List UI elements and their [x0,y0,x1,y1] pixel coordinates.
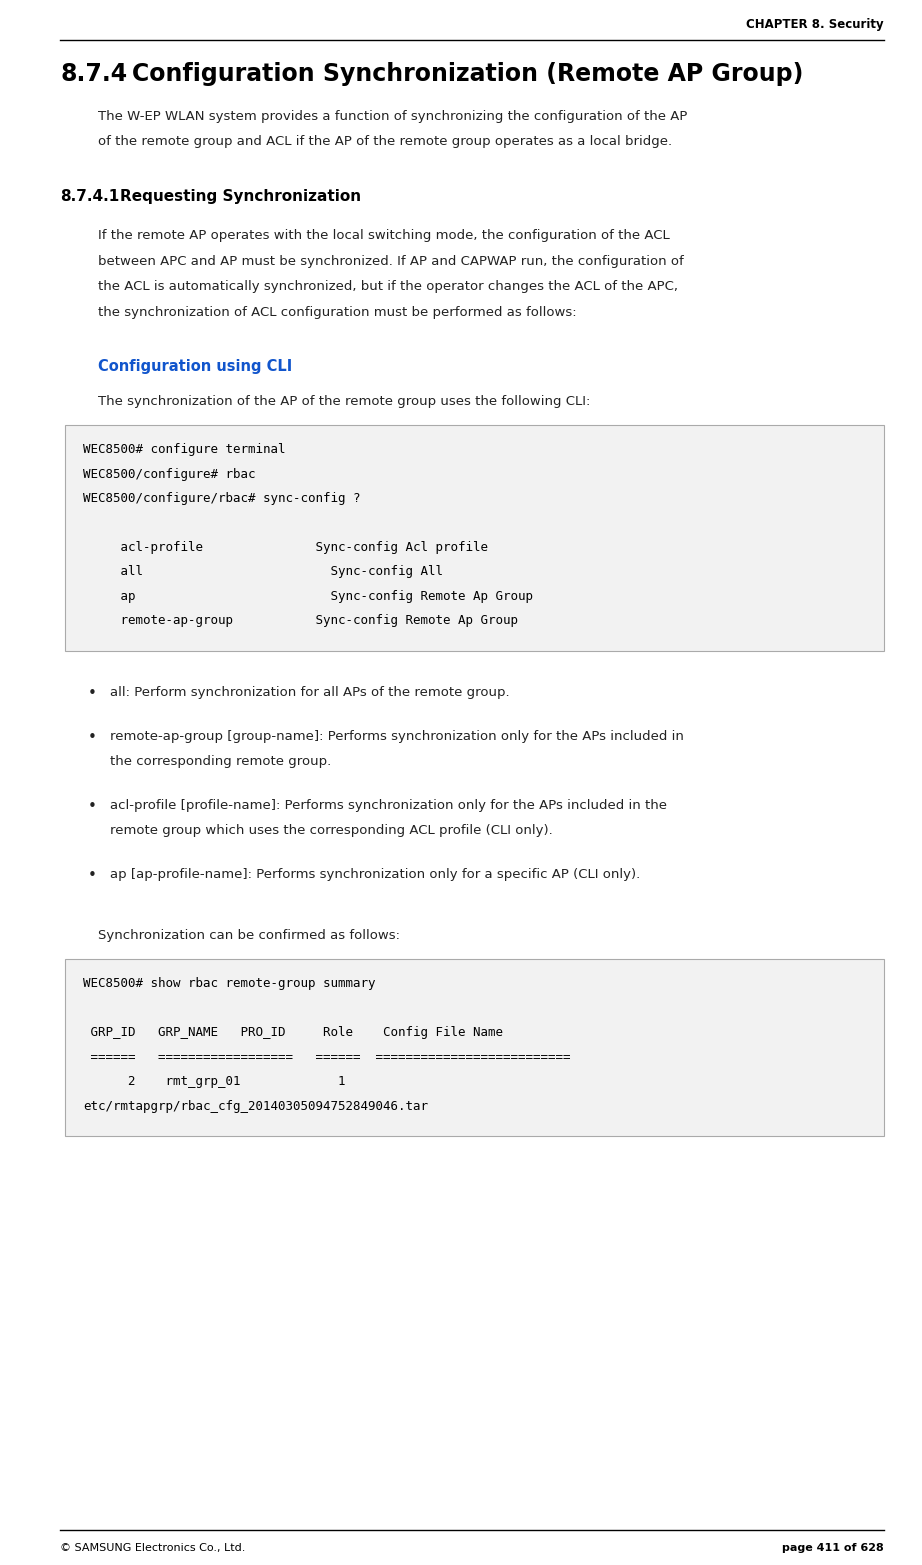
Text: •: • [88,729,97,745]
Text: all: Perform synchronization for all APs of the remote group.: all: Perform synchronization for all APs… [110,685,510,700]
Text: WEC8500# show rbac remote-group summary: WEC8500# show rbac remote-group summary [83,977,375,991]
Text: the corresponding remote group.: the corresponding remote group. [110,754,331,768]
Text: remote-ap-group [group-name]: Performs synchronization only for the APs included: remote-ap-group [group-name]: Performs s… [110,729,684,742]
Text: the synchronization of ACL configuration must be performed as follows:: the synchronization of ACL configuration… [98,305,576,319]
Text: etc/rmtapgrp/rbac_cfg_20140305094752849046.tar: etc/rmtapgrp/rbac_cfg_201403050947528490… [83,1100,428,1113]
Text: 8.7.4: 8.7.4 [60,63,127,86]
Text: remote-ap-group           Sync-config Remote Ap Group: remote-ap-group Sync-config Remote Ap Gr… [83,615,518,628]
Text: © SAMSUNG Electronics Co., Ltd.: © SAMSUNG Electronics Co., Ltd. [60,1543,245,1552]
Text: Configuration using CLI: Configuration using CLI [98,358,292,374]
Text: Synchronization can be confirmed as follows:: Synchronization can be confirmed as foll… [98,930,400,942]
Text: of the remote group and ACL if the AP of the remote group operates as a local br: of the remote group and ACL if the AP of… [98,136,672,149]
Text: WEC8500# configure terminal: WEC8500# configure terminal [83,443,286,455]
Text: ======   ==================   ======  ==========================: ====== ================== ====== =======… [83,1050,571,1064]
Text: all                         Sync-config All: all Sync-config All [83,565,443,579]
Text: 2    rmt_grp_01             1: 2 rmt_grp_01 1 [83,1075,346,1088]
Text: WEC8500/configure# rbac: WEC8500/configure# rbac [83,468,255,480]
Text: acl-profile [profile-name]: Performs synchronization only for the APs included i: acl-profile [profile-name]: Performs syn… [110,798,667,812]
Text: The W-EP WLAN system provides a function of synchronizing the configuration of t: The W-EP WLAN system provides a function… [98,110,688,124]
Text: remote group which uses the corresponding ACL profile (CLI only).: remote group which uses the correspondin… [110,825,553,837]
Text: acl-profile               Sync-config Acl profile: acl-profile Sync-config Acl profile [83,541,488,554]
Text: the ACL is automatically synchronized, but if the operator changes the ACL of th: the ACL is automatically synchronized, b… [98,280,678,293]
Text: WEC8500/configure/rbac# sync-config ?: WEC8500/configure/rbac# sync-config ? [83,491,361,505]
Text: Requesting Synchronization: Requesting Synchronization [120,189,361,203]
Text: The synchronization of the AP of the remote group uses the following CLI:: The synchronization of the AP of the rem… [98,394,590,408]
Text: page 411 of 628: page 411 of 628 [782,1543,884,1552]
Text: CHAPTER 8. Security: CHAPTER 8. Security [747,19,884,31]
Text: ap                          Sync-config Remote Ap Group: ap Sync-config Remote Ap Group [83,590,533,603]
Text: If the remote AP operates with the local switching mode, the configuration of th: If the remote AP operates with the local… [98,228,669,243]
Text: ap [ap-profile-name]: Performs synchronization only for a specific AP (CLI only): ap [ap-profile-name]: Performs synchroni… [110,867,640,881]
Text: •: • [88,867,97,883]
Text: •: • [88,798,97,814]
FancyBboxPatch shape [65,426,884,651]
FancyBboxPatch shape [65,959,884,1136]
Text: between APC and AP must be synchronized. If AP and CAPWAP run, the configuration: between APC and AP must be synchronized.… [98,255,684,268]
Text: •: • [88,685,97,701]
Text: GRP_ID   GRP_NAME   PRO_ID     Role    Config File Name: GRP_ID GRP_NAME PRO_ID Role Config File … [83,1027,503,1039]
Text: Configuration Synchronization (Remote AP Group): Configuration Synchronization (Remote AP… [132,63,803,86]
Text: 8.7.4.1: 8.7.4.1 [60,189,119,203]
